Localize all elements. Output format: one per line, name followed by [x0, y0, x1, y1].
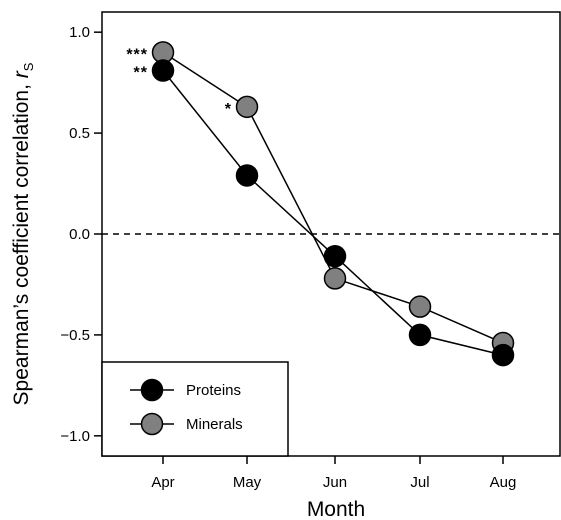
legend: Proteins Minerals	[101, 361, 289, 457]
series-line-proteins	[162, 70, 504, 356]
series-group	[151, 41, 515, 367]
y-tick-label: −1.0	[60, 428, 90, 445]
y-axis-title-symbol: r	[10, 70, 33, 78]
legend-label-proteins: Proteins	[186, 382, 241, 399]
x-tick-label: Aug	[490, 474, 517, 491]
legend-marker	[140, 378, 164, 402]
data-point-minerals	[408, 295, 432, 318]
y-axis-title: Spearman’s coefficient correlation, rS	[10, 62, 36, 405]
series-line-minerals	[162, 51, 504, 344]
significance-label-minerals: *	[225, 101, 232, 118]
x-tick-label: Apr	[151, 474, 174, 491]
x-tick-label: May	[233, 474, 262, 491]
y-axis-title-subscript: S	[21, 62, 36, 71]
legend-marker	[140, 412, 164, 436]
data-point-proteins	[491, 343, 515, 367]
axes: −1.0 −0.5 0.0 0.5 1.0 Apr May Jun Jul Aug Month Spe…	[10, 11, 561, 520]
x-axis-title: Month	[307, 498, 365, 520]
legend-box	[101, 361, 289, 457]
data-point-proteins	[151, 59, 175, 82]
significance-labels: ******	[126, 46, 232, 118]
y-tick-label: 1.0	[69, 24, 90, 41]
y-tick-label: 0.0	[69, 226, 90, 243]
data-point-proteins	[235, 164, 259, 187]
y-tick-label: −0.5	[60, 327, 90, 344]
significance-label-minerals: ***	[126, 46, 148, 63]
x-tick-label: Jul	[410, 474, 429, 491]
y-tick-label: 0.5	[69, 125, 90, 142]
data-point-minerals	[235, 95, 259, 119]
data-point-minerals	[323, 267, 347, 290]
data-point-proteins	[323, 244, 347, 268]
data-point-proteins	[408, 323, 432, 347]
significance-label-proteins: **	[134, 65, 148, 82]
legend-label-minerals: Minerals	[186, 416, 243, 433]
x-tick-label: Jun	[323, 474, 347, 491]
y-axis-title-main: Spearman’s coefficient correlation,	[10, 78, 33, 405]
